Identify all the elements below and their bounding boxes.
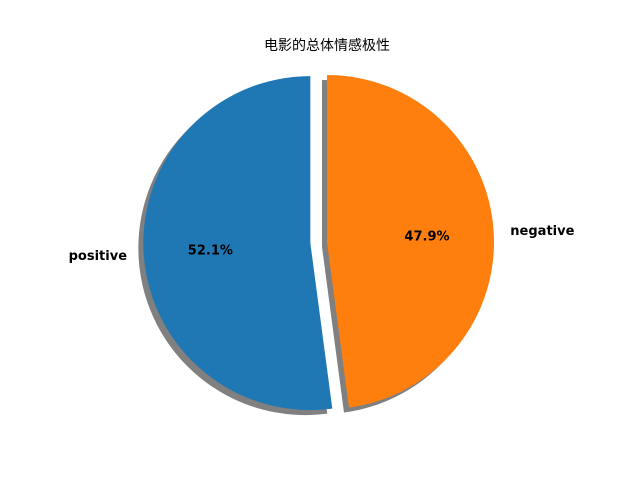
percent-label-positive: 52.1%: [188, 244, 233, 259]
pie-slice-negative: [327, 75, 494, 408]
chart-title: 电影的总体情感极性: [264, 37, 390, 54]
pie-slice-positive: [143, 76, 333, 411]
pie-labels: 52.1% positive 47.9% negative: [69, 224, 575, 264]
category-label-positive: positive: [69, 249, 128, 264]
category-label-negative: negative: [510, 224, 574, 239]
pie-slices: [143, 75, 494, 411]
percent-label-negative: 47.9%: [404, 229, 449, 244]
